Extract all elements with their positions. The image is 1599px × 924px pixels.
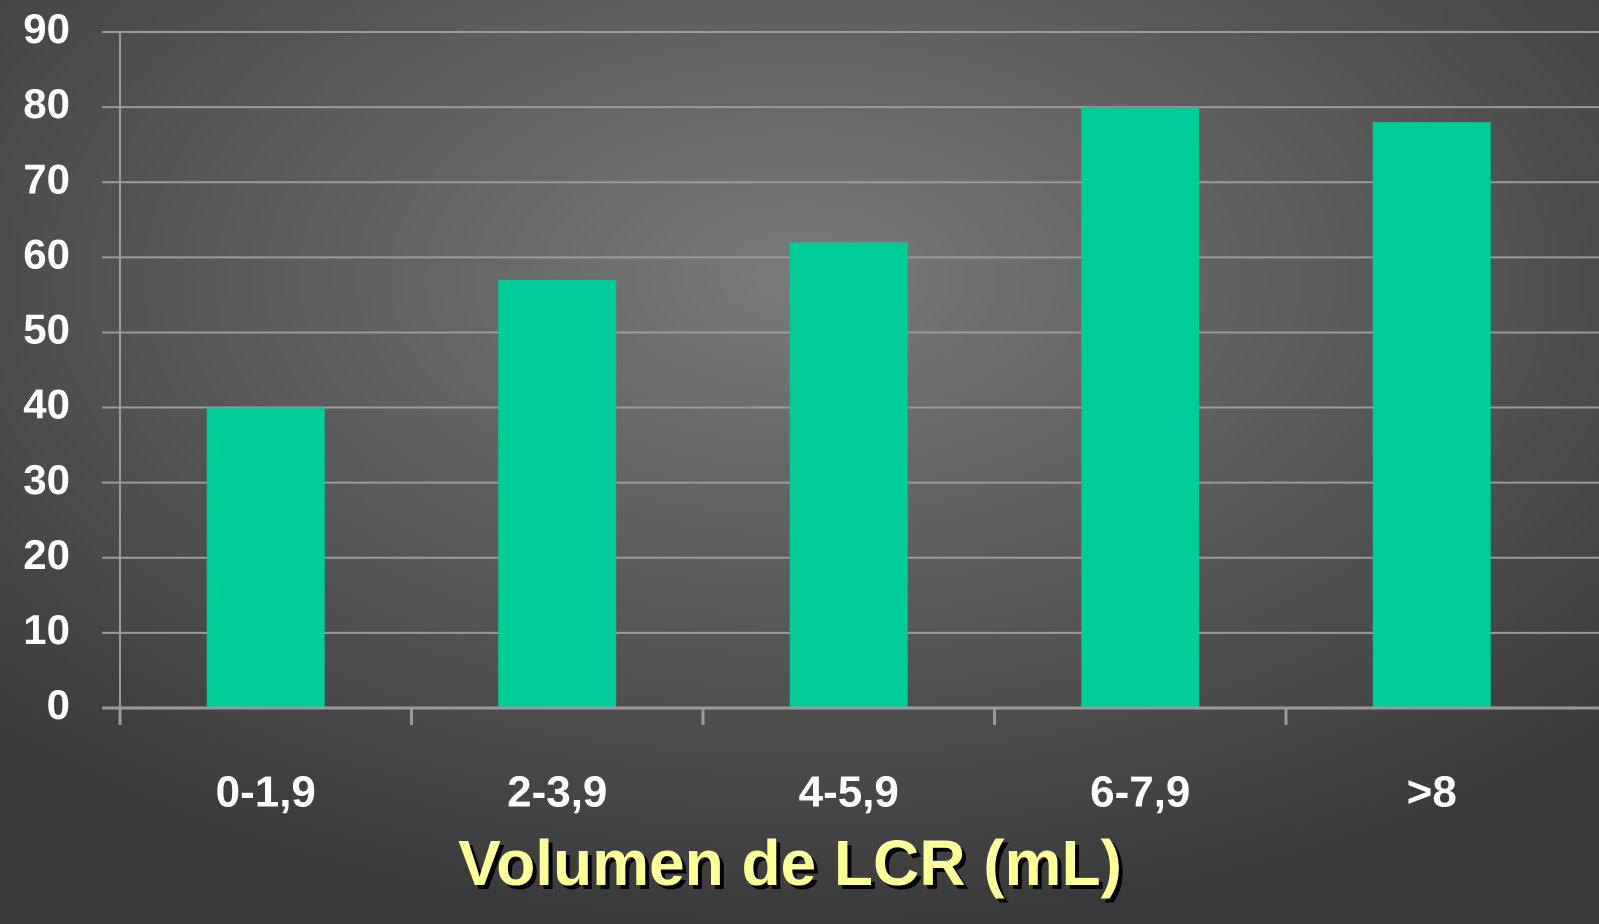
y-tick-label: 20 [23, 531, 70, 578]
x-tick-label: 0-1,9 [216, 768, 316, 817]
x-tick-label: 2-3,9 [507, 768, 607, 817]
y-tick-label: 70 [23, 155, 70, 202]
y-tick-label: 80 [23, 80, 70, 127]
bar [789, 242, 908, 709]
y-tick-label: 10 [23, 606, 70, 653]
x-tick-label: 6-7,9 [1090, 768, 1190, 817]
x-axis-label: Volumen de LCR (mL) [458, 827, 1122, 899]
y-tick-label: 40 [23, 381, 70, 428]
bar [206, 407, 325, 708]
y-tick-label: 30 [23, 456, 70, 503]
y-tick-label: 60 [23, 230, 70, 277]
x-tick-label: >8 [1407, 768, 1457, 817]
bar [498, 279, 617, 708]
y-tick-label: 90 [23, 5, 70, 52]
y-tick-label: 50 [23, 306, 70, 353]
y-tick-label: 0 [47, 681, 70, 728]
bar [1372, 122, 1491, 709]
x-tick-label: 4-5,9 [799, 768, 899, 817]
bar [1081, 107, 1200, 709]
